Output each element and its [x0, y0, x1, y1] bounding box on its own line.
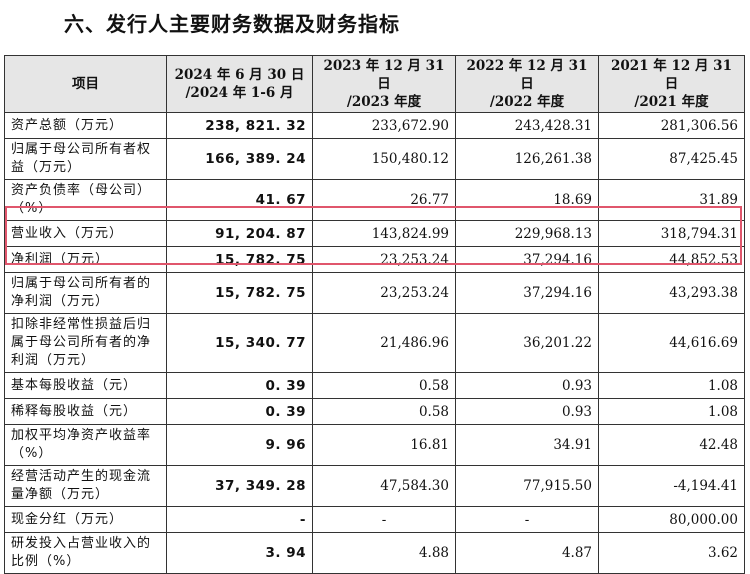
table-row: 研发投入占营业收入的比例（%） 3. 94 4.88 4.87 3.62 [4, 532, 745, 574]
cell-value: 47,584.30 [312, 465, 456, 507]
cell-value: 243,428.31 [455, 112, 599, 139]
cell-value: 0.58 [312, 372, 456, 399]
table-row: 经营活动产生的现金流量净额（万元） 37, 349. 28 47,584.30 77,… [4, 465, 745, 507]
cell-value: 36,201.22 [455, 313, 599, 373]
cell-value: 44,616.69 [598, 313, 745, 373]
row-label: 基本每股收益（元） [4, 372, 167, 399]
cell-value: 21,486.96 [312, 313, 456, 373]
cell-value: 26.77 [312, 179, 456, 221]
cell-value: - [166, 506, 313, 533]
cell-value: 43,293.38 [598, 272, 745, 314]
cell-value: - [312, 506, 456, 533]
header-item: 项目 [4, 55, 167, 113]
cell-value: 15, 340. 77 [166, 313, 313, 373]
cell-value: 143,824.99 [312, 220, 456, 247]
cell-value: 318,794.31 [598, 220, 745, 247]
cell-value: 238, 821. 32 [166, 112, 313, 139]
row-label: 加权平均净资产收益率（%） [4, 424, 167, 466]
cell-value: 37, 349. 28 [166, 465, 313, 507]
cell-value: 42.48 [598, 424, 745, 466]
table-row: 归属于母公司所有者的净利润（万元） 15, 782. 75 23,253.24 37,… [4, 272, 745, 314]
row-label: 净利润（万元） [4, 246, 167, 273]
cell-value: 41. 67 [166, 179, 313, 221]
cell-value: 77,915.50 [455, 465, 599, 507]
cell-value: 34.91 [455, 424, 599, 466]
table-row: 资产负债率（母公司）（%） 41. 67 26.77 18.69 31.89 [4, 179, 745, 221]
header-2023: 2023 年 12 月 31 日/2023 年度 [312, 55, 456, 113]
cell-value: 80,000.00 [598, 506, 745, 533]
row-label: 现金分红（万元） [4, 506, 167, 533]
cell-value: 229,968.13 [455, 220, 599, 247]
cell-value: 3. 94 [166, 532, 313, 574]
table-header-row: 项目 2024 年 6 月 30 日/2024 年 1-6 月 2023 年 1… [4, 55, 745, 113]
header-2022: 2022 年 12 月 31 日/2022 年度 [455, 55, 599, 113]
cell-value: 15, 782. 75 [166, 246, 313, 273]
row-label: 研发投入占营业收入的比例（%） [4, 532, 167, 574]
table-row: 扣除非经常性损益后归属于母公司所有者的净利润（万元） 15, 340. 77 21,… [4, 313, 745, 373]
cell-value: 166, 389. 24 [166, 138, 313, 180]
cell-value: 1.08 [598, 372, 745, 399]
cell-value: 31.89 [598, 179, 745, 221]
section-title: 六、发行人主要财务数据及财务指标 [64, 12, 400, 36]
cell-value: 18.69 [455, 179, 599, 221]
cell-value: 4.88 [312, 532, 456, 574]
table-row: 净利润（万元） 15, 782. 75 23,253.24 37,294.16 44,8… [4, 246, 745, 273]
row-label: 营业收入（万元） [4, 220, 167, 247]
cell-value: 91, 204. 87 [166, 220, 313, 247]
table-row: 归属于母公司所有者权益（万元） 166, 389. 24 150,480.12 126… [4, 138, 745, 180]
row-label: 经营活动产生的现金流量净额（万元） [4, 465, 167, 507]
cell-value: 281,306.56 [598, 112, 745, 139]
table-row: 营业收入（万元） 91, 204. 87 143,824.99 229,968.13 3… [4, 220, 745, 247]
cell-value: 0.58 [312, 398, 456, 425]
row-label: 扣除非经常性损益后归属于母公司所有者的净利润（万元） [4, 313, 167, 373]
cell-value: 150,480.12 [312, 138, 456, 180]
cell-value: 0.93 [455, 372, 599, 399]
header-2021: 2021 年 12 月 31 日/2021 年度 [598, 55, 745, 113]
cell-value: 126,261.38 [455, 138, 599, 180]
cell-value: 4.87 [455, 532, 599, 574]
cell-value: 3.62 [598, 532, 745, 574]
cell-value: 0.93 [455, 398, 599, 425]
financial-data-table: 项目 2024 年 6 月 30 日/2024 年 1-6 月 2023 年 1… [4, 55, 745, 574]
cell-value: 23,253.24 [312, 246, 456, 273]
row-label: 归属于母公司所有者的净利润（万元） [4, 272, 167, 314]
cell-value: 233,672.90 [312, 112, 456, 139]
cell-value: 15, 782. 75 [166, 272, 313, 314]
row-label: 归属于母公司所有者权益（万元） [4, 138, 167, 180]
row-label: 资产总额（万元） [4, 112, 167, 139]
cell-value: -4,194.41 [598, 465, 745, 507]
cell-value: 1.08 [598, 398, 745, 425]
table-row: 稀释每股收益（元） 0. 39 0.58 0.93 1.08 [4, 398, 745, 425]
row-label: 资产负债率（母公司）（%） [4, 179, 167, 221]
table-row: 现金分红（万元） - - -80,000.00 [4, 506, 745, 533]
row-label: 稀释每股收益（元） [4, 398, 167, 425]
table-row: 加权平均净资产收益率（%） 9. 96 16.81 34.91 42.48 [4, 424, 745, 466]
cell-value: 23,253.24 [312, 272, 456, 314]
cell-value: 0. 39 [166, 398, 313, 425]
cell-value: 87,425.45 [598, 138, 745, 180]
cell-value: 0. 39 [166, 372, 313, 399]
table-row: 基本每股收益（元） 0. 39 0.58 0.93 1.08 [4, 372, 745, 399]
cell-value: 16.81 [312, 424, 456, 466]
header-2024h1: 2024 年 6 月 30 日/2024 年 1-6 月 [166, 55, 313, 113]
cell-value: 9. 96 [166, 424, 313, 466]
cell-value: 44,852.53 [598, 246, 745, 273]
cell-value: - [455, 506, 599, 533]
table-row: 资产总额（万元） 238, 821. 32 233,672.90 243,428.31… [4, 112, 745, 139]
cell-value: 37,294.16 [455, 246, 599, 273]
cell-value: 37,294.16 [455, 272, 599, 314]
